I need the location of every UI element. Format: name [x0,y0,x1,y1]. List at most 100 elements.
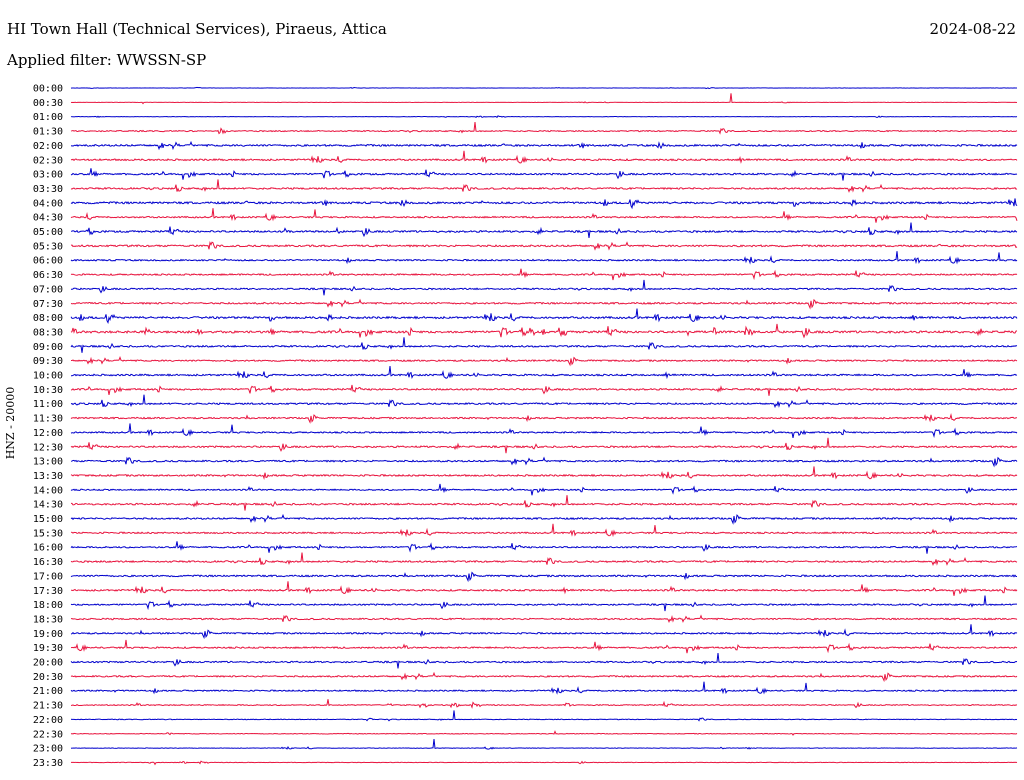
time-tick-label: 08:30 [33,327,63,338]
seismic-trace [70,624,1018,640]
seismic-trace [70,437,1018,454]
time-tick-label: 18:00 [33,600,63,611]
time-tick-label: 23:30 [33,758,63,769]
seismic-trace [70,541,1018,554]
time-tick-label: 02:30 [33,155,63,166]
time-tick-label: 03:00 [33,170,63,181]
time-tick-label: 13:30 [33,471,63,482]
seismic-trace [70,356,1018,367]
seismic-trace [70,168,1018,181]
seismic-trace [70,222,1018,239]
seismic-trace [70,394,1018,409]
time-tick-label: 14:30 [33,500,63,511]
seismic-trace [70,208,1018,223]
time-tick-label: 18:30 [33,614,63,625]
seismic-trace [70,760,1018,766]
time-tick-label: 21:30 [33,701,63,712]
seismic-trace [70,337,1018,353]
seismic-trace [70,240,1018,251]
time-tick-label: 19:30 [33,643,63,654]
seismic-trace [70,595,1018,612]
time-tick-label: 03:30 [33,184,63,195]
seismic-trace [70,268,1018,281]
time-tick-label: 05:30 [33,241,63,252]
time-tick-label: 22:30 [33,729,63,740]
time-tick-label: 06:30 [33,270,63,281]
time-tick-label: 09:00 [33,342,63,353]
time-tick-label: 16:30 [33,557,63,568]
time-tick-label: 20:00 [33,658,63,669]
time-tick-label: 13:00 [33,457,63,468]
seismic-trace [70,308,1018,325]
time-tick-label: 09:30 [33,356,63,367]
seismic-trace [70,365,1018,380]
seismic-trace [70,298,1018,310]
time-tick-label: 04:30 [33,213,63,224]
seismic-trace [70,681,1018,695]
time-tick-label: 21:00 [33,686,63,697]
time-tick-label: 00:00 [33,84,63,95]
seismic-trace [70,93,1018,105]
time-tick-label: 04:00 [33,198,63,209]
time-tick-label: 10:30 [33,385,63,396]
seismic-trace [70,423,1018,439]
seismic-trace [70,179,1018,193]
time-tick-label: 11:00 [33,399,63,410]
time-tick-label: 01:30 [33,127,63,138]
seismic-trace [70,614,1018,623]
time-tick-label: 17:00 [33,571,63,582]
seismic-trace [70,671,1018,683]
time-tick-label: 00:30 [33,98,63,109]
trace-rows: 00:00 00:30 01:00 01:30 02:00 02:30 03:00 03:30… [33,84,1018,769]
seismic-trace [70,730,1018,736]
seismic-trace [70,115,1018,119]
time-tick-label: 15:00 [33,514,63,525]
seismic-trace [70,552,1018,567]
seismic-trace [70,710,1018,722]
time-tick-label: 05:00 [33,227,63,238]
filter-label: Applied filter: WWSSN-SP [7,51,207,69]
seismic-trace [70,639,1018,654]
time-tick-label: 08:00 [33,313,63,324]
time-tick-label: 19:00 [33,629,63,640]
time-tick-label: 23:00 [33,744,63,755]
time-tick-label: 02:00 [33,141,63,152]
time-tick-label: 16:00 [33,543,63,554]
seismic-trace [70,523,1018,538]
time-tick-label: 20:30 [33,672,63,683]
seismic-trace [70,121,1018,135]
time-tick-label: 12:00 [33,428,63,439]
time-tick-label: 15:30 [33,528,63,539]
seismic-trace [70,513,1018,525]
seismic-trace [71,495,1018,511]
seismic-trace [70,251,1018,265]
y-axis-label: HNZ - 20000 [4,387,17,460]
seismic-trace [70,198,1018,210]
seismic-trace [70,412,1017,424]
time-tick-label: 17:30 [33,586,63,597]
seismic-trace [70,384,1018,396]
seismic-trace [70,699,1018,709]
seismic-trace [70,279,1018,296]
record-date: 2024-08-22 [929,20,1016,38]
seismic-trace [70,86,1018,90]
time-tick-label: 12:30 [33,442,63,453]
time-tick-label: 14:00 [33,485,63,496]
seismic-trace [70,483,1018,496]
seismic-trace [70,739,1018,750]
time-tick-label: 01:00 [33,112,63,123]
time-tick-label: 07:30 [33,299,63,310]
time-tick-label: 07:00 [33,284,63,295]
seismic-trace [70,323,1018,339]
seismic-trace [70,456,1018,468]
seismic-trace [70,581,1018,596]
time-tick-label: 06:00 [33,256,63,267]
seismic-trace [70,150,1018,164]
seismic-trace [70,466,1018,480]
seismic-trace [70,571,1018,583]
time-tick-label: 11:30 [33,414,63,425]
time-tick-label: 10:00 [33,371,63,382]
station-title: HI Town Hall (Technical Services), Pirae… [7,20,387,38]
seismic-trace [70,140,1018,151]
